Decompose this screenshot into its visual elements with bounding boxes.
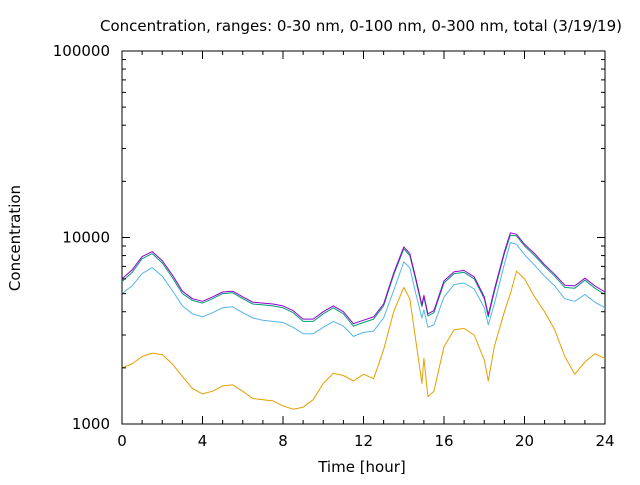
y-axis-title: Concentration bbox=[6, 185, 24, 291]
x-axis: 0 4 8 12 16 20 24 bbox=[117, 51, 615, 450]
y-tick-label: 10000 bbox=[62, 229, 110, 247]
series-line-3 bbox=[121, 234, 606, 327]
y-axis: 1000 10000 100000 bbox=[53, 42, 605, 433]
x-tick-label: 8 bbox=[278, 432, 288, 450]
plot-area bbox=[121, 50, 606, 425]
chart-title: Concentration, ranges: 0-30 nm, 0-100 nm… bbox=[100, 17, 622, 35]
x-axis-title: Time [hour] bbox=[317, 458, 406, 476]
series-line-1 bbox=[121, 270, 606, 410]
x-tick-label: 0 bbox=[117, 432, 127, 450]
y-tick-label: 1000 bbox=[72, 415, 110, 433]
x-tick-label: 4 bbox=[198, 432, 208, 450]
x-tick-label: 16 bbox=[434, 432, 453, 450]
y-tick-label: 100000 bbox=[53, 42, 110, 60]
series-line-4 bbox=[121, 232, 606, 325]
x-tick-label: 24 bbox=[595, 432, 614, 450]
series-line-2 bbox=[121, 242, 606, 337]
x-tick-label: 12 bbox=[354, 432, 373, 450]
plot-frame bbox=[121, 50, 606, 425]
x-tick-label: 20 bbox=[515, 432, 534, 450]
